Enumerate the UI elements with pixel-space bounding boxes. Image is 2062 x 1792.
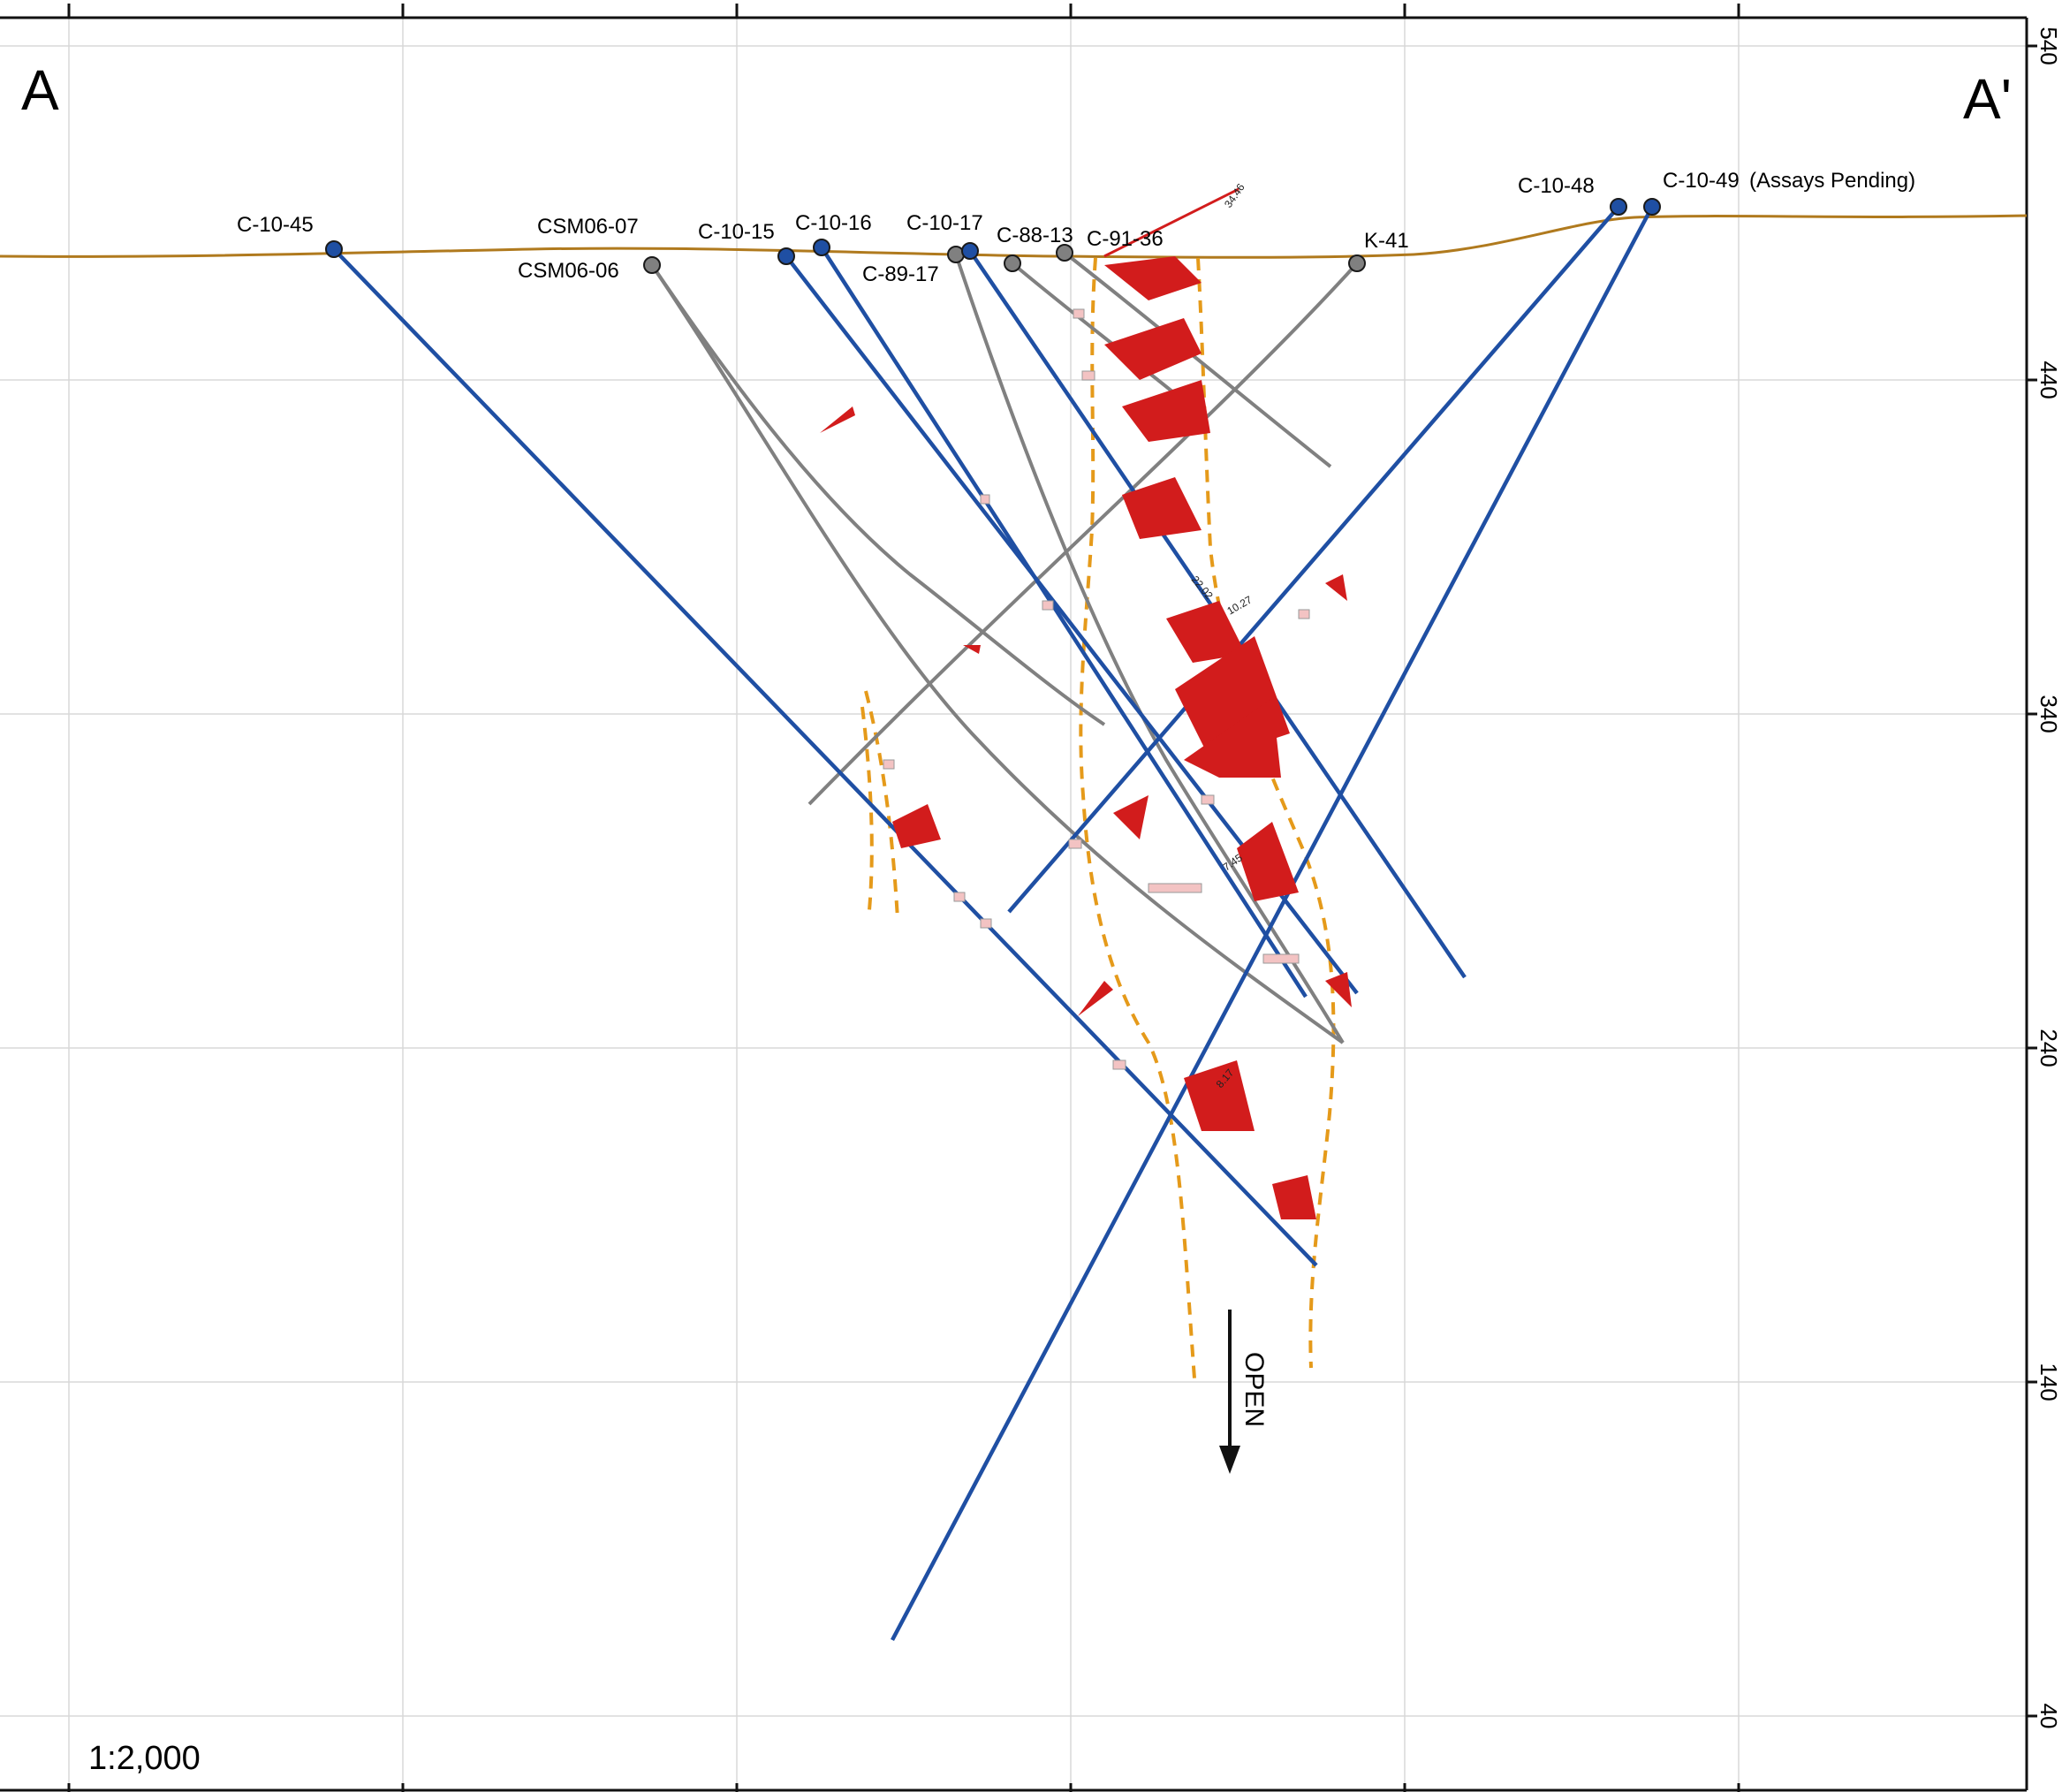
elev-tick-240: 240 <box>2035 1029 2062 1067</box>
elevation-axis: 540 440 340 240 140 40 <box>2035 27 2062 1728</box>
collar-C-88-13 <box>1004 254 1021 272</box>
elev-tick-40: 40 <box>2035 1704 2062 1729</box>
arrow-down-icon <box>1219 1446 1240 1474</box>
label-C-91-36: C-91-36 <box>1087 227 1164 251</box>
elev-tick-340: 340 <box>2035 695 2062 733</box>
open-arrow: OPEN <box>1219 1310 1269 1474</box>
open-label: OPEN <box>1239 1352 1269 1427</box>
label-C-10-48: C-10-48 <box>1518 174 1595 198</box>
label-C-10-17: C-10-17 <box>906 211 983 235</box>
collar-K-41 <box>1348 254 1366 272</box>
label-C-10-15: C-10-15 <box>698 220 775 244</box>
label-C-88-13: C-88-13 <box>997 224 1073 247</box>
gray-holes <box>650 251 1359 1044</box>
section-label-a-prime: A' <box>1963 67 2012 131</box>
section-label-a: A <box>21 58 59 122</box>
label-assays-pending: (Assays Pending) <box>1749 169 1915 193</box>
label-CSM06-07: CSM06-07 <box>537 215 639 239</box>
scale-label: 1:2,000 <box>88 1740 201 1777</box>
label-CSM06-06: CSM06-06 <box>518 259 619 283</box>
collar-C-10-49 <box>1643 198 1661 216</box>
collar-C-91-36 <box>1056 244 1073 262</box>
elev-tick-540: 540 <box>2035 27 2062 65</box>
hole-labels: C-10-45 CSM06-07 CSM06-06 C-10-15 C-10-1… <box>237 169 1915 286</box>
collar-C-10-16 <box>813 239 830 256</box>
assay-histograms <box>820 187 1352 1219</box>
collars <box>325 198 1661 274</box>
zone-outlines <box>860 257 1336 1379</box>
label-C-10-16: C-10-16 <box>795 211 872 235</box>
collar-C-10-17 <box>961 242 979 260</box>
collar-CSM06-06 <box>643 256 661 274</box>
label-C-89-17: C-89-17 <box>862 262 939 286</box>
elev-tick-140: 140 <box>2035 1363 2062 1401</box>
collar-C-10-15 <box>777 247 795 265</box>
elev-tick-440: 440 <box>2035 361 2062 399</box>
label-C-10-49: C-10-49 <box>1663 169 1740 193</box>
label-K-41: K-41 <box>1364 229 1409 253</box>
label-C-10-45: C-10-45 <box>237 213 314 237</box>
collar-C-10-45 <box>325 240 343 258</box>
collar-C-10-48 <box>1610 198 1627 216</box>
